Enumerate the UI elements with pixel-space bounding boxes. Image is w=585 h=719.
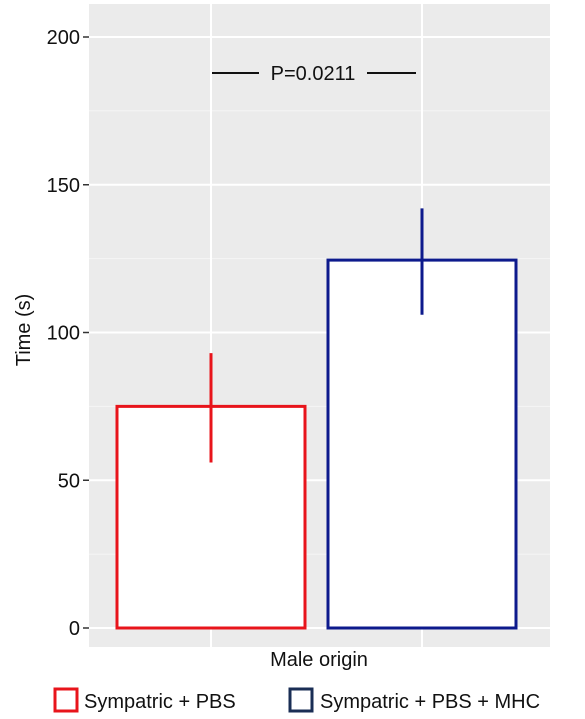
legend-swatch-sympatric-pbs-mhc [288, 687, 314, 713]
legend-swatch-sympatric-pbs [53, 687, 79, 713]
y-tick-label: 0 [69, 618, 80, 640]
legend-label-sympatric-pbs: Sympatric + PBS [84, 691, 236, 713]
y-tick-label: 150 [47, 175, 80, 197]
y-axis: 0 50 100 150 200 [47, 27, 89, 640]
annotation-text: P=0.0211 [271, 63, 356, 85]
significance-annotation: P=0.0211 [212, 63, 416, 85]
bars [115, 208, 518, 630]
legend-label-sympatric-pbs-mhc: Sympatric + PBS + MHC [320, 691, 540, 713]
x-axis-title: Male origin [270, 649, 368, 671]
y-tick-label: 100 [47, 323, 80, 345]
legend: Sympatric + PBS Sympatric + PBS + MHC [53, 687, 540, 713]
bar-sympatric-pbs-mhc [326, 258, 518, 630]
y-tick-label: 50 [58, 470, 80, 492]
y-axis-title: Time (s) [13, 294, 35, 367]
y-tick-label: 200 [47, 27, 80, 49]
